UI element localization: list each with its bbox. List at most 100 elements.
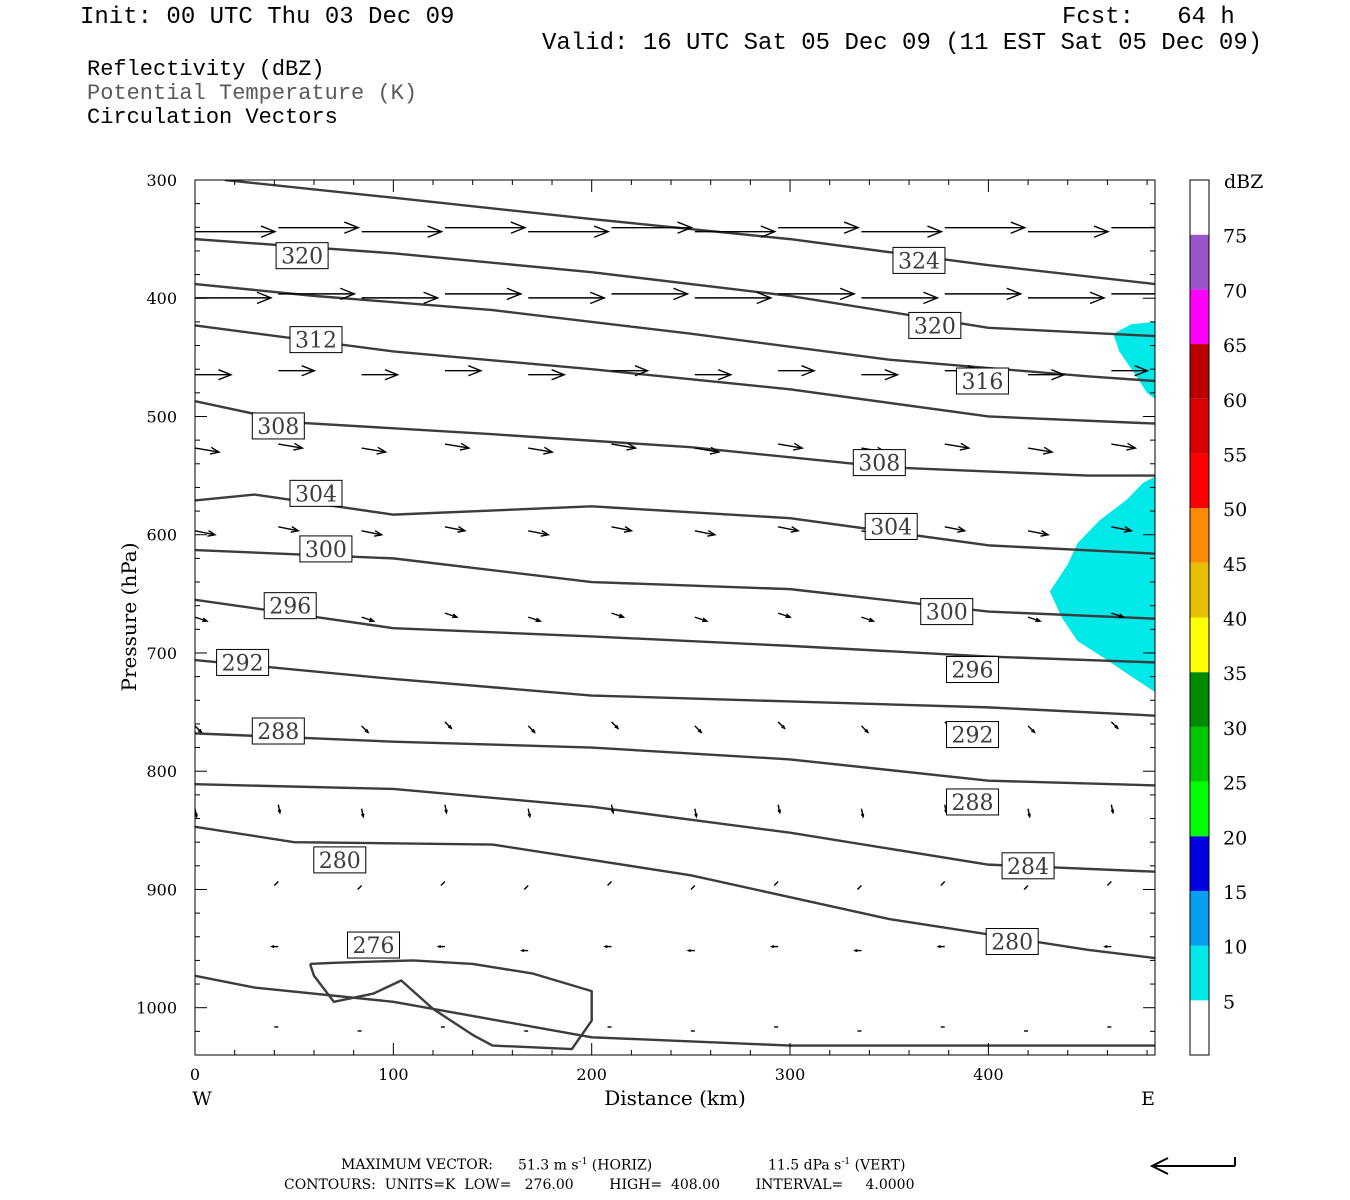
circulation-vector [1110,721,1120,730]
circulation-vector [361,530,384,537]
theta-label-296: 296 [946,656,1000,684]
circulation-vector [694,446,721,455]
theta-label-284: 284 [1001,852,1055,880]
circulation-vector [444,612,459,619]
colorbar-tick-label: 45 [1223,554,1247,576]
theta-label-296: 296 [263,592,317,620]
circulation-vector [527,725,536,734]
theta-label-288: 288 [251,717,305,745]
circulation-vector [861,369,900,381]
circulation-vector [860,725,870,734]
forecast-hour: Fcst: 64 h [1062,4,1235,31]
circulation-vector [195,291,273,305]
theta-contour-labels: 320 324 312 320 316 308 308 304 304 300 300 296 296 2… [216,242,1055,959]
circulation-vector [361,291,440,305]
circulation-vector [690,885,696,891]
y-tick-label: 700 [146,644,177,663]
circulation-vector [607,881,613,887]
theta-label-300: 300 [299,535,353,563]
colorbar-segment [1190,234,1209,290]
theta-label-text: 296 [269,595,311,620]
colorbar-segment [1190,508,1209,563]
theta-label-300: 300 [920,598,974,626]
circulation-vector [944,526,967,533]
circulation-vector [528,225,611,238]
theta-label-292: 292 [216,648,270,676]
circulation-vector [528,291,607,305]
circulation-vector [944,221,1027,234]
colorbar-segment [1190,890,1209,946]
theta-label-308: 308 [852,449,906,477]
x-tick-label: 400 [973,1065,1004,1084]
circulation-vector [1110,804,1115,815]
theta-contour-320-2 [195,282,1155,383]
theta-label-text: 308 [257,415,299,440]
circulation-vector [195,225,277,238]
circulation-vector [1111,293,1155,295]
circulation-vector [940,881,946,887]
theta-contour-304-6 [195,548,1155,620]
colorbar: 5 10 15 20 25 30 35 40 45 50 55 60 65 70 75 [1189,179,1247,1056]
circulation-vector [278,287,357,301]
max-vector-horiz-exponent: -1 [578,1157,588,1167]
colorbar-segment [1190,617,1209,673]
max-vector-horiz-tag: (HORIZ) [591,1157,653,1174]
circulation-vector [444,287,523,301]
theta-label-320: 320 [908,311,962,339]
x-tick-label: 300 [775,1065,806,1084]
theta-contour-312-4 [195,399,1155,477]
circulation-vector [444,721,453,730]
theta-contour-280-12 [195,974,1155,1047]
y-tick-label: 1000 [136,999,177,1018]
theta-contour-276-13 [308,959,593,1051]
circulation-vector [361,616,376,623]
circulation-vector [777,804,781,815]
theta-label-280: 280 [313,846,367,874]
circulation-vector [527,808,532,819]
circulation-vectors [189,221,1155,1032]
circulation-vector [195,446,221,455]
theta-label-text: 316 [961,370,1003,395]
circulation-vector [440,881,446,887]
theta-label-316: 316 [955,367,1009,395]
circulation-vector [777,612,792,619]
circulation-vector [860,808,865,819]
x-tick-label: 100 [378,1065,409,1084]
circulation-vector [528,530,551,537]
circulation-vector [361,225,444,238]
colorbar-segment [1190,1000,1209,1055]
colorbar-segment [1190,836,1209,891]
circulation-vector [523,885,529,891]
circulation-vector [444,442,471,451]
circulation-vector [778,526,800,533]
circulation-vector [528,369,567,381]
x-tick-label: 200 [576,1065,607,1084]
theta-label-288: 288 [946,788,1000,816]
theta-label-304: 304 [864,512,918,540]
y-tick-label: 600 [146,526,177,545]
max-vector-horiz: 51.3 m s-1 (HORIZ) [518,1157,652,1174]
max-vector-vert-exponent: -1 [841,1157,851,1167]
theta-contour-320-1 [195,237,1155,338]
circulation-vector [195,530,217,537]
theta-label-276: 276 [347,931,401,959]
circulation-vector [273,881,279,887]
y-tick-label: 500 [146,407,177,426]
max-vector-vert-tag: (VERT) [854,1157,906,1174]
colorbar-title: dBZ [1224,171,1263,193]
circulation-vector [1103,945,1112,949]
valid-time: Valid: 16 UTC Sat 05 Dec 09 (11 EST Sat … [542,30,1263,57]
circulation-vector [611,721,620,730]
colorbar-tick-label: 40 [1223,609,1247,631]
circulation-vector [528,616,543,623]
circulation-vector [357,885,363,891]
theta-label-text: 312 [295,329,337,354]
theta-label-text: 304 [295,482,337,507]
theta-label-320: 320 [275,242,329,270]
theta-label-text: 288 [952,791,994,816]
circulation-vector [1027,725,1036,734]
colorbar-segment [1190,562,1209,618]
circulation-vector [189,950,195,952]
circulation-vector [778,287,857,301]
